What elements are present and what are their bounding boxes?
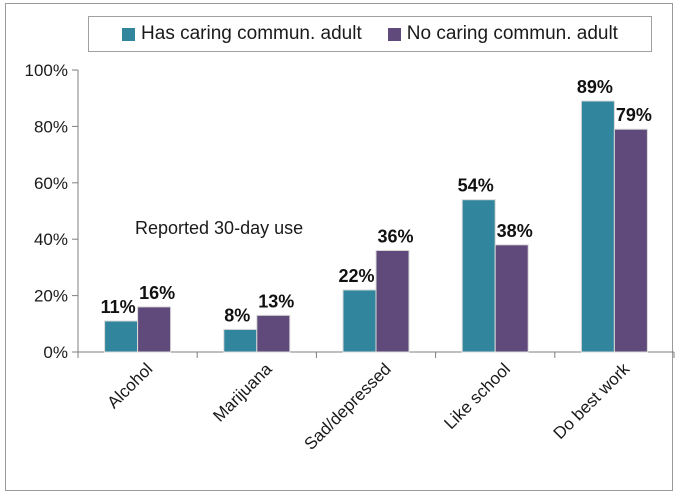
- bar-has-caring-adult: [223, 328, 258, 353]
- category-label: Marijuana: [209, 359, 276, 426]
- category-label: Alcohol: [104, 359, 157, 412]
- legend-swatch-has-caring-adult: [122, 27, 136, 41]
- bar-no-caring-adult: [375, 249, 410, 353]
- category-label: Like school: [440, 359, 514, 433]
- legend: Has caring commun. adult No caring commu…: [88, 16, 652, 52]
- data-label: 36%: [377, 226, 413, 246]
- y-tick-label: 60%: [34, 174, 68, 193]
- data-label: 11%: [101, 297, 136, 317]
- legend-item-no-caring-adult: No caring commun. adult: [387, 23, 618, 45]
- y-tick-label: 20%: [34, 287, 68, 306]
- data-label: 89%: [577, 77, 613, 97]
- annotation-text: Reported 30-day use: [135, 218, 303, 238]
- bar-no-caring-adult: [494, 244, 529, 353]
- category-label: Do best work: [550, 359, 634, 443]
- data-label: 16%: [139, 283, 175, 303]
- data-label: 13%: [258, 291, 294, 311]
- y-tick-label: 100%: [25, 61, 68, 80]
- bar-has-caring-adult: [104, 320, 139, 353]
- data-label: 8%: [224, 305, 250, 325]
- legend-item-has-caring-adult: Has caring commun. adult: [122, 23, 362, 45]
- y-tick-label: 80%: [34, 117, 68, 136]
- bar-has-caring-adult: [342, 289, 377, 353]
- data-label: 38%: [497, 221, 533, 241]
- data-label: 54%: [458, 176, 494, 196]
- bar-no-caring-adult: [256, 314, 291, 353]
- data-label: 79%: [616, 105, 652, 125]
- legend-label-has-caring-adult: Has caring commun. adult: [141, 23, 362, 44]
- bar-has-caring-adult: [461, 199, 496, 353]
- legend-swatch-no-caring-adult: [387, 27, 401, 41]
- bar-no-caring-adult: [137, 306, 172, 353]
- data-label: 22%: [338, 266, 374, 286]
- bar-has-caring-adult: [580, 100, 615, 353]
- y-tick-label: 0%: [43, 343, 68, 362]
- chart-frame: Has caring commun. adult No caring commu…: [5, 3, 673, 491]
- category-label: Sad/depressed: [301, 359, 395, 453]
- bar-no-caring-adult: [613, 128, 648, 353]
- legend-label-no-caring-adult: No caring commun. adult: [406, 23, 618, 44]
- y-tick-label: 40%: [34, 230, 68, 249]
